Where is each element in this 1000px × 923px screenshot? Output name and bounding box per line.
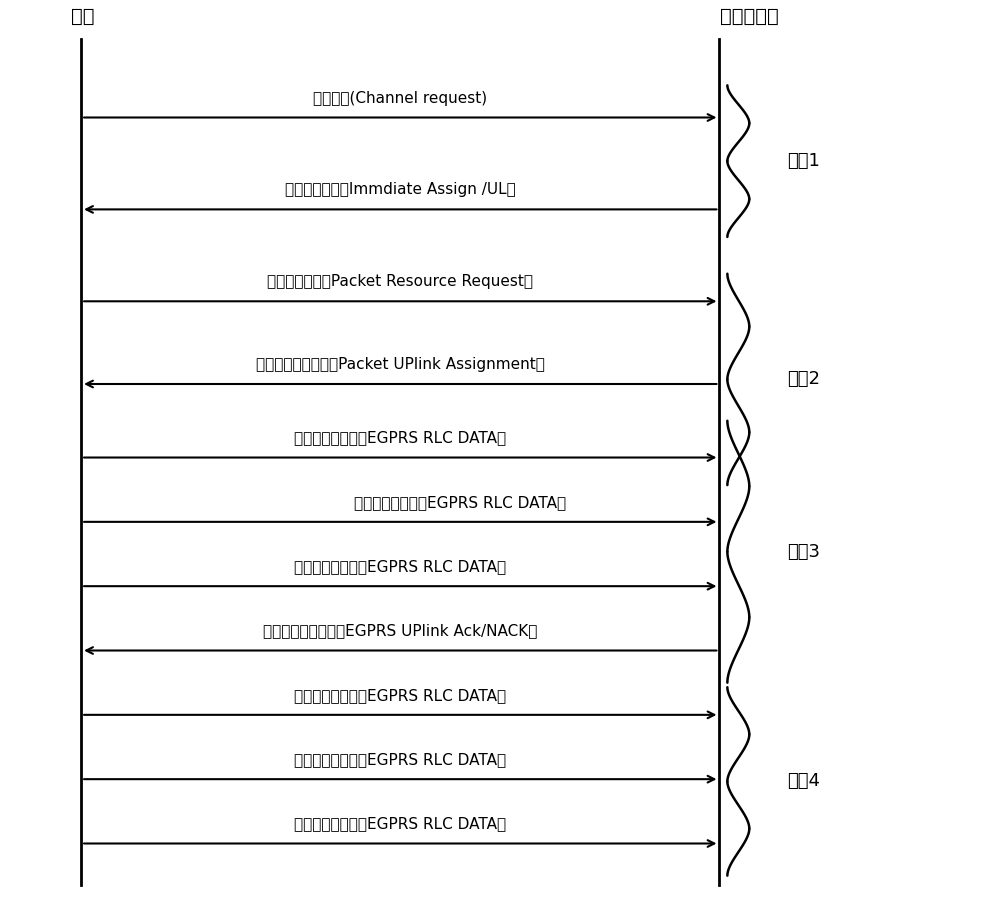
Text: 终端: 终端 — [71, 6, 95, 26]
Text: 数据上行资源指配（Packet UPlink Assignment）: 数据上行资源指配（Packet UPlink Assignment） — [256, 357, 545, 372]
Text: 上行数据确认反馈（EGPRS UPlink Ack/NACK）: 上行数据确认反馈（EGPRS UPlink Ack/NACK） — [263, 624, 537, 639]
Text: 无线链路数据块（EGPRS RLC DATA）: 无线链路数据块（EGPRS RLC DATA） — [294, 430, 506, 446]
Text: 数据资源请求（Packet Resource Request）: 数据资源请求（Packet Resource Request） — [267, 274, 533, 289]
Text: 无线链路数据块（EGPRS RLC DATA）: 无线链路数据块（EGPRS RLC DATA） — [354, 495, 566, 509]
Text: 无线链路数据块（EGPRS RLC DATA）: 无线链路数据块（EGPRS RLC DATA） — [294, 688, 506, 703]
Text: 立即指配消息（Immdiate Assign /UL）: 立即指配消息（Immdiate Assign /UL） — [285, 183, 516, 198]
Text: 基站控制器: 基站控制器 — [720, 6, 779, 26]
Text: 步骤2: 步骤2 — [787, 370, 820, 389]
Text: 步骤4: 步骤4 — [787, 773, 820, 790]
Text: 步骤1: 步骤1 — [787, 152, 820, 170]
Text: 信道请求(Channel request): 信道请求(Channel request) — [313, 90, 487, 105]
Text: 无线链路数据块（EGPRS RLC DATA）: 无线链路数据块（EGPRS RLC DATA） — [294, 752, 506, 767]
Text: 无线链路数据块（EGPRS RLC DATA）: 无线链路数据块（EGPRS RLC DATA） — [294, 559, 506, 574]
Text: 无线链路数据块（EGPRS RLC DATA）: 无线链路数据块（EGPRS RLC DATA） — [294, 817, 506, 832]
Text: 步骤3: 步骤3 — [787, 543, 820, 560]
